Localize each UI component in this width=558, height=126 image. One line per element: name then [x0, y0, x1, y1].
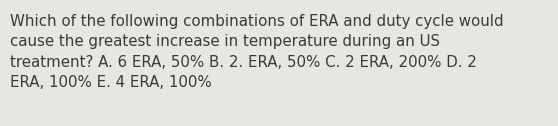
Text: Which of the following combinations of ERA and duty cycle would
cause the greate: Which of the following combinations of E… [10, 14, 504, 90]
